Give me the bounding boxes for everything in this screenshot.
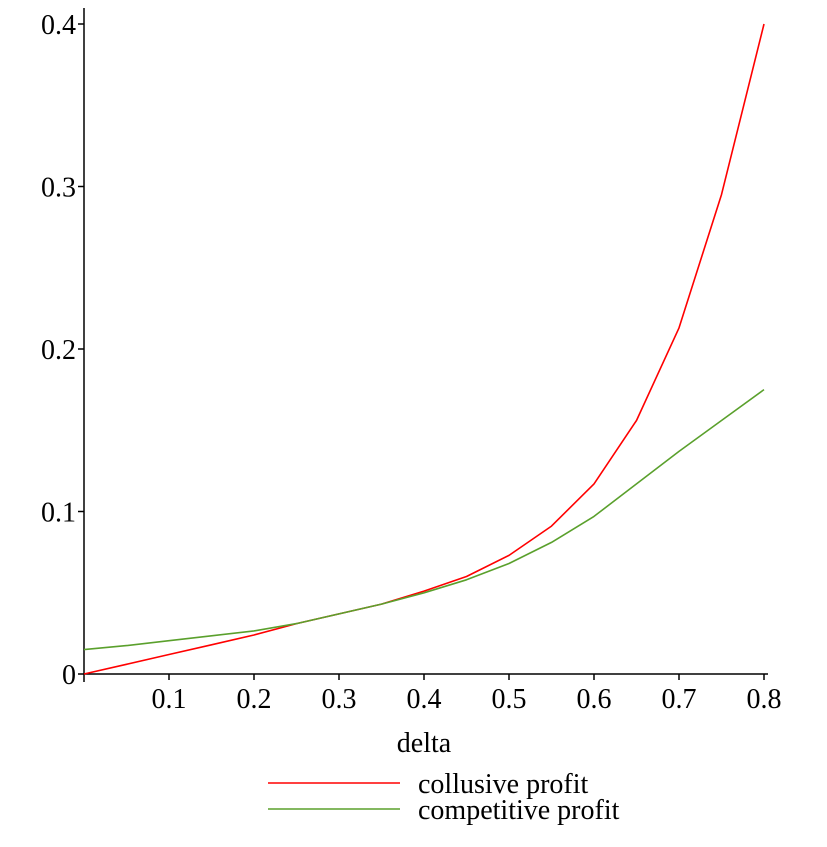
x-tick-label: 0.1 (152, 684, 187, 715)
x-axis: 0.1 0.2 0.3 0.4 0.5 0.6 0.7 0.8 (84, 673, 782, 715)
y-axis: 0 0.1 0.2 0.3 0.4 (41, 8, 85, 691)
x-tick-label: 0.8 (747, 684, 782, 715)
y-tick-label: 0.1 (41, 498, 76, 529)
x-tick-label: 0.3 (322, 684, 357, 715)
y-tick-label: 0.4 (41, 10, 76, 41)
y-tick-label: 0.2 (41, 335, 76, 366)
y-tick-label: 0.3 (41, 173, 76, 204)
x-axis-title: delta (397, 728, 452, 759)
x-tick-label: 0.7 (662, 684, 697, 715)
x-tick-label: 0.5 (492, 684, 527, 715)
legend-label: competitive profit (418, 795, 620, 826)
series-line-0 (83, 23, 765, 675)
series-line-1 (83, 388, 765, 651)
x-tick-label: 0.2 (237, 684, 272, 715)
series-lines (83, 23, 765, 675)
x-tick-label: 0.6 (577, 684, 612, 715)
y-tick-label: 0 (62, 660, 76, 691)
x-tick-label: 0.4 (407, 684, 442, 715)
legend-label: collusive profit (418, 769, 589, 800)
